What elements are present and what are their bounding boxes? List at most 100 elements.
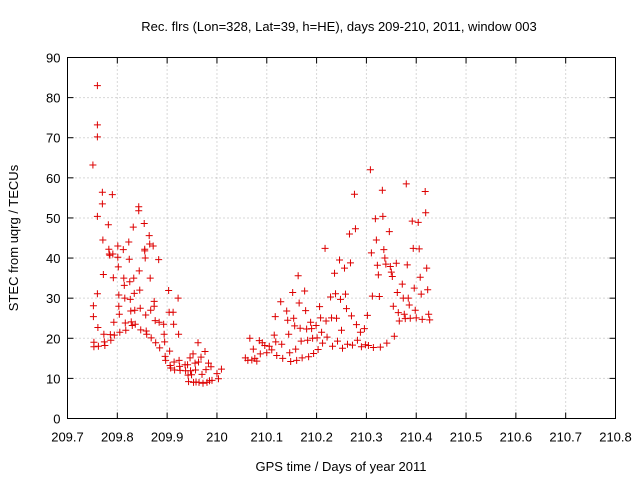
data-point-marker (93, 82, 101, 90)
data-point-marker (283, 307, 291, 315)
data-point-marker (217, 365, 225, 373)
data-point-marker (128, 321, 136, 329)
data-point-marker (100, 330, 108, 338)
data-point-marker (409, 244, 417, 252)
data-point-marker (135, 207, 143, 215)
data-point-marker (208, 376, 216, 384)
data-point-marker (116, 328, 124, 336)
data-point-marker (145, 232, 153, 240)
x-axis-tick-labels: 209.7 209.8 209.9 210 210.1 210.2 210.3 210.4 21… (51, 430, 632, 445)
data-point-marker (142, 311, 150, 319)
data-point-marker (140, 220, 148, 228)
plot-frame (67, 57, 616, 419)
data-point-marker (338, 344, 346, 352)
data-point-marker (385, 228, 393, 236)
x-tick-label: 210.5 (450, 430, 483, 445)
data-point-marker (109, 274, 117, 282)
data-point-marker (99, 236, 107, 244)
data-point-marker (137, 326, 145, 334)
data-point-marker (185, 378, 193, 386)
data-point-marker (360, 325, 368, 333)
x-axis-label: GPS time / Days of year 2011 (256, 459, 427, 474)
data-point-marker (423, 264, 431, 272)
data-point-marker (406, 314, 414, 322)
data-point-marker (361, 341, 369, 349)
data-point-marker (213, 370, 221, 378)
data-point-marker (392, 259, 400, 267)
data-point-marker (175, 330, 183, 338)
data-point-marker (314, 346, 322, 354)
grid-lines (67, 57, 616, 419)
y-tick-label: 60 (46, 171, 60, 186)
data-point-marker (270, 331, 278, 339)
data-point-marker (312, 321, 320, 329)
data-point-marker (395, 317, 403, 325)
data-point-marker (368, 292, 376, 300)
data-point-marker (390, 332, 398, 340)
data-point-marker (404, 294, 412, 302)
data-point-marker (110, 331, 118, 339)
data-point-marker (375, 293, 383, 301)
data-point-marker (336, 256, 344, 264)
data-point-marker (136, 286, 144, 294)
data-point-marker (166, 347, 174, 355)
data-point-marker (348, 341, 356, 349)
data-point-marker (394, 309, 402, 317)
data-point-marker (130, 289, 138, 297)
data-point-marker (319, 339, 327, 347)
data-point-marker (201, 348, 209, 356)
data-point-marker (292, 345, 300, 353)
data-point-marker (405, 301, 413, 309)
data-point-marker (256, 350, 264, 358)
x-tick-label: 209.7 (51, 430, 84, 445)
y-tick-label: 50 (46, 211, 60, 226)
data-point-marker (93, 121, 101, 129)
data-point-marker (271, 313, 279, 321)
data-point-marker (120, 274, 128, 282)
y-tick-label: 20 (46, 331, 60, 346)
data-point-marker (412, 314, 420, 322)
data-point-marker (169, 308, 177, 316)
x-tick-label: 210 (206, 430, 228, 445)
data-point-marker (98, 188, 106, 196)
y-tick-label: 90 (46, 51, 60, 66)
data-point-marker (381, 254, 389, 262)
data-point-marker (126, 278, 134, 286)
data-point-marker (363, 311, 371, 319)
data-point-marker (338, 326, 345, 334)
data-point-marker (418, 315, 426, 323)
y-tick-label: 0 (53, 412, 60, 427)
data-point-marker (107, 336, 115, 344)
data-point-marker (310, 350, 318, 358)
data-point-marker (110, 318, 118, 326)
data-point-marker (184, 361, 192, 369)
x-tick-label: 210.4 (400, 430, 433, 445)
data-point-marker (156, 344, 164, 352)
data-point-marker (340, 264, 348, 272)
data-point-marker (290, 314, 298, 322)
data-point-marker (398, 280, 406, 288)
data-point-marker (147, 306, 155, 314)
data-point-marker (415, 245, 423, 253)
data-point-marker (202, 366, 210, 374)
x-tick-label: 210.8 (599, 430, 632, 445)
data-point-marker (301, 287, 309, 295)
data-points (89, 82, 434, 387)
data-point-marker (175, 356, 183, 364)
data-point-marker (93, 212, 101, 220)
data-point-marker (411, 306, 419, 314)
y-tick-label: 40 (46, 251, 60, 266)
data-point-marker (141, 247, 149, 255)
data-point-marker (277, 298, 285, 306)
data-point-marker (322, 317, 330, 325)
data-point-marker (165, 287, 173, 295)
data-point-marker (192, 366, 200, 374)
data-point-marker (304, 336, 312, 344)
data-point-marker (161, 338, 169, 346)
data-point-marker (114, 242, 122, 250)
x-tick-label: 210.1 (250, 430, 283, 445)
data-point-marker (104, 221, 112, 229)
data-point-marker (146, 274, 154, 282)
data-point-marker (289, 289, 297, 297)
data-point-marker (162, 356, 170, 364)
